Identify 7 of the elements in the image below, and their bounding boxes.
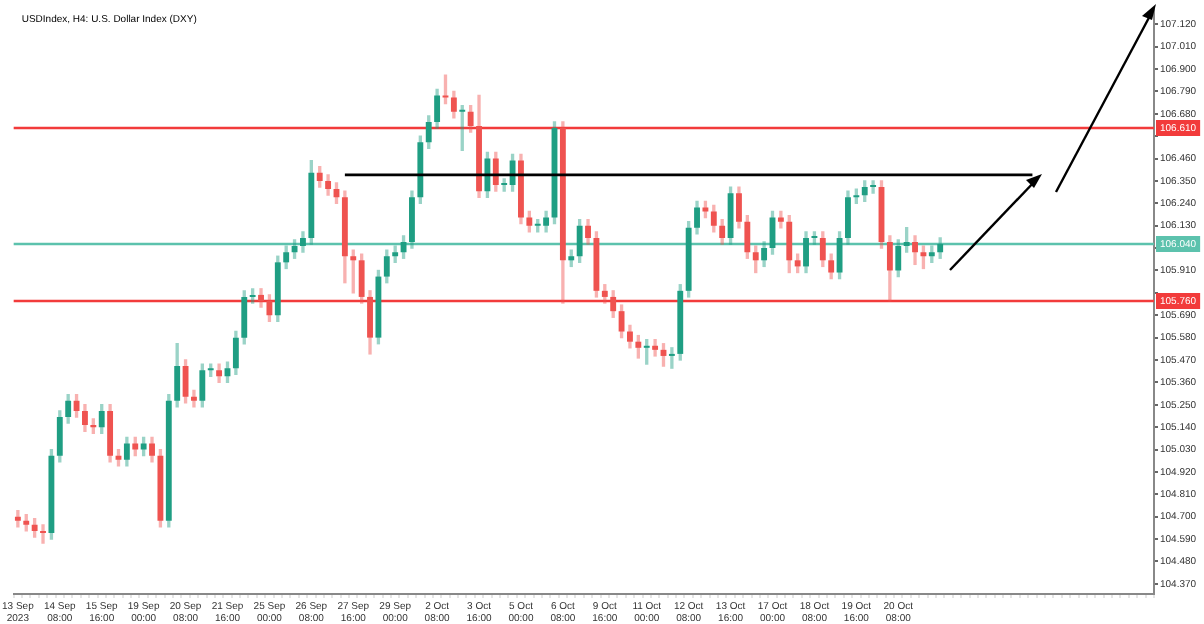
candlestick (191, 389, 197, 408)
candlestick (668, 347, 675, 369)
candlestick (870, 180, 877, 194)
candlestick (777, 210, 784, 229)
candlestick (652, 339, 659, 357)
candlestick (14, 509, 21, 528)
candlestick (40, 524, 46, 544)
